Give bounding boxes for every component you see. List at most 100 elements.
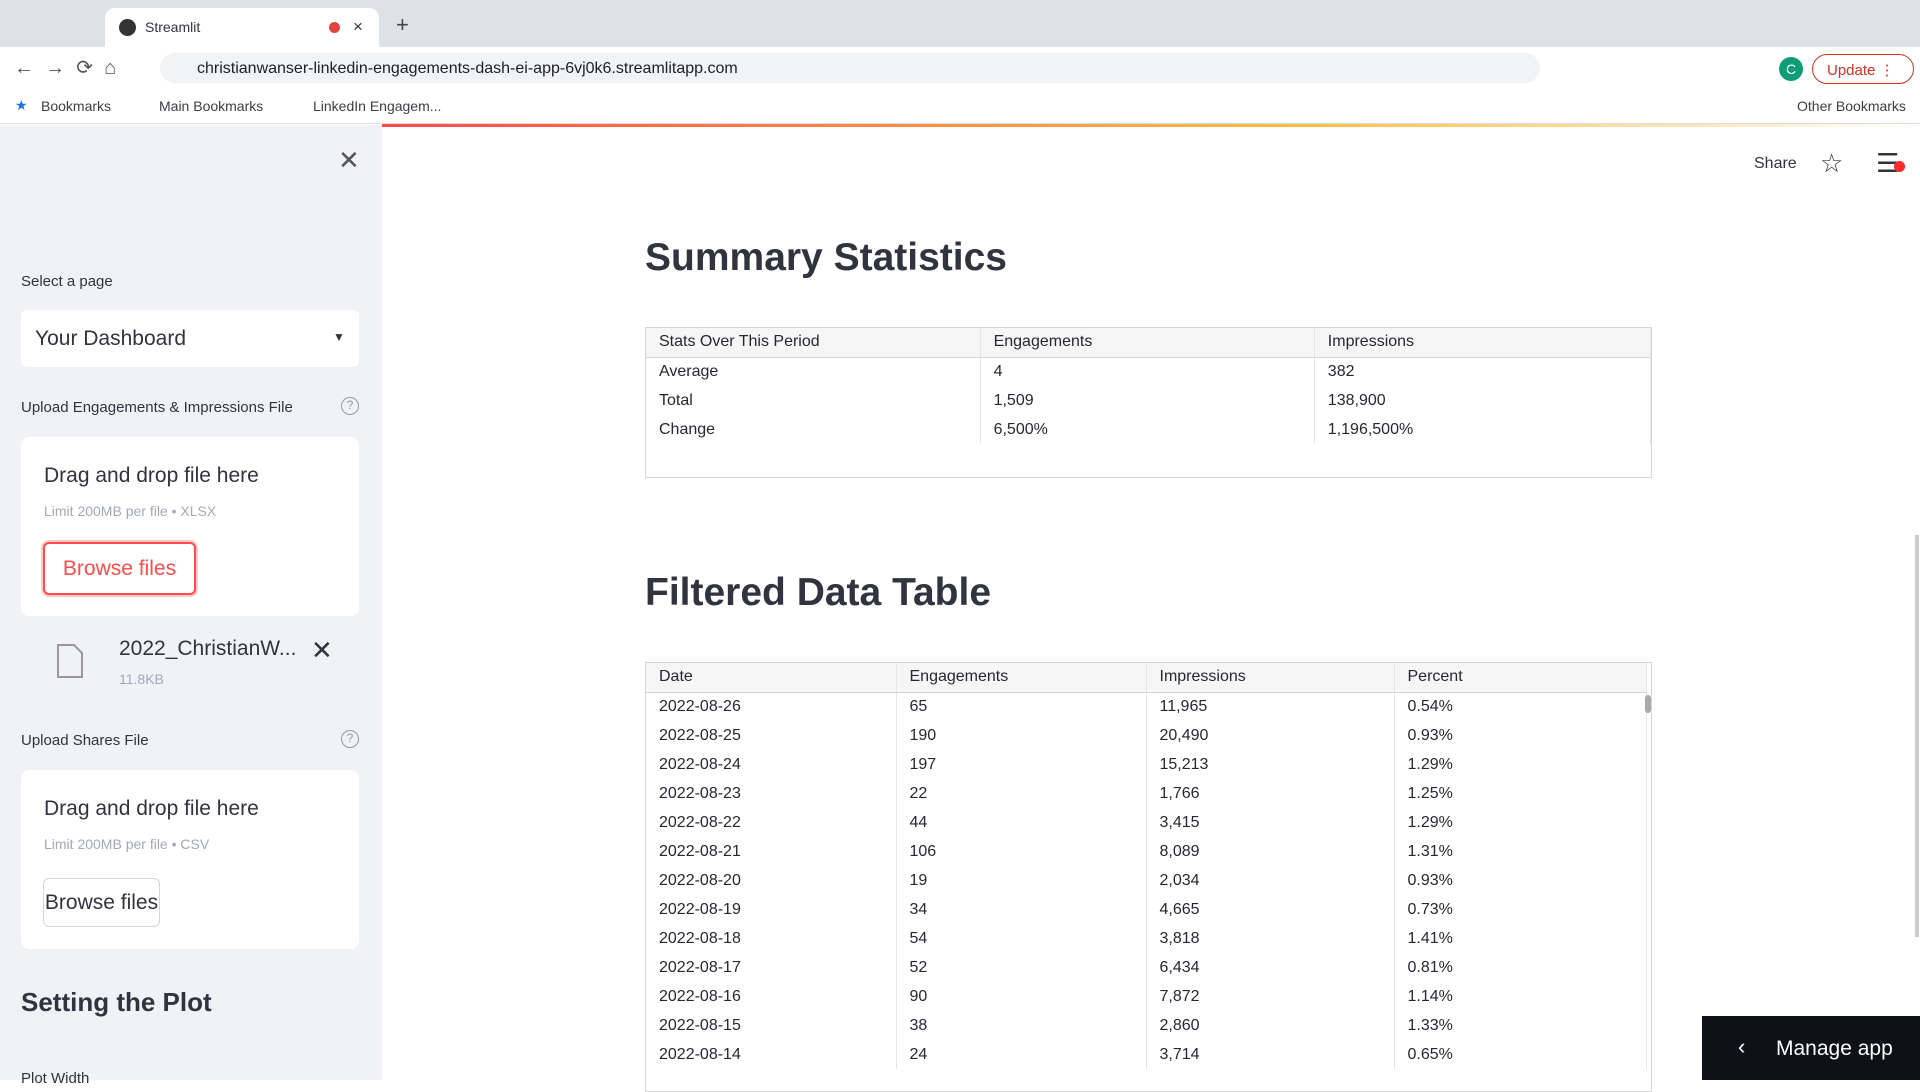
table-cell: 8,089 bbox=[1146, 837, 1395, 866]
table-cell: 7,872 bbox=[1146, 982, 1395, 1011]
table-cell: 15,213 bbox=[1146, 750, 1395, 779]
table-cell: 22 bbox=[896, 779, 1147, 808]
address-bar[interactable]: christianwanser-linkedin-engagements-das… bbox=[160, 53, 1540, 83]
field-label: Plot Width bbox=[21, 1070, 90, 1087]
help-icon[interactable]: ? bbox=[341, 730, 359, 748]
column-header: Engagements bbox=[896, 663, 1147, 693]
column-header: Impressions bbox=[1146, 663, 1395, 693]
table-row: 2022-08-15 38 2,860 1.33% bbox=[646, 1011, 1647, 1040]
chevron: ‹ bbox=[1738, 1034, 1746, 1059]
table-row: 2022-08-25 190 20,490 0.93% bbox=[646, 721, 1647, 750]
table-cell: 24 bbox=[896, 1040, 1147, 1069]
data-table: Date Engagements Impressions Percent 2022-08… bbox=[645, 662, 1652, 1092]
table-cell: Total bbox=[646, 386, 981, 415]
table-cell: 3,714 bbox=[1146, 1040, 1395, 1069]
table-row: Average 4 382 bbox=[646, 357, 1651, 386]
table-cell: 2022-08-24 bbox=[646, 750, 897, 779]
bookmark[interactable]: Main Bookmarks bbox=[159, 98, 264, 114]
table-cell: 1,509 bbox=[980, 386, 1315, 415]
select-value: Your Dashboard bbox=[35, 327, 186, 350]
file-icon bbox=[57, 644, 83, 678]
table-cell: 19 bbox=[896, 866, 1147, 895]
table-cell: 1.29% bbox=[1394, 808, 1647, 837]
help-icon[interactable]: ? bbox=[341, 397, 359, 415]
browse-button[interactable]: Browse files bbox=[43, 878, 160, 927]
limit-text: Limit 200MB per file • CSV bbox=[44, 836, 210, 852]
table-cell: 0.65% bbox=[1394, 1040, 1647, 1069]
update-label: Update bbox=[1827, 62, 1876, 79]
select-label: Select a page bbox=[21, 273, 113, 290]
remove-file[interactable]: ✕ bbox=[311, 635, 333, 665]
header-row: Stats Over This Period Engagements Impress… bbox=[646, 328, 1651, 358]
table-cell: Change bbox=[646, 415, 981, 444]
table-cell: 90 bbox=[896, 982, 1147, 1011]
sidebar: ✕ Select a page Your Dashboard ▼ Upload … bbox=[0, 125, 382, 1087]
avatar[interactable]: C bbox=[1779, 57, 1803, 81]
table-cell: 2,860 bbox=[1146, 1011, 1395, 1040]
table-cell: 1.14% bbox=[1394, 982, 1647, 1011]
tab-title: Streamlit bbox=[145, 19, 201, 35]
file-size: 11.8KB bbox=[119, 671, 164, 687]
table-cell: 54 bbox=[896, 924, 1147, 953]
table-cell: 1.29% bbox=[1394, 750, 1647, 779]
menu-button[interactable]: ☰ bbox=[1876, 148, 1900, 178]
table-cell: 52 bbox=[896, 953, 1147, 982]
table-cell: 2022-08-15 bbox=[646, 1011, 897, 1040]
table-cell: 0.81% bbox=[1394, 953, 1647, 982]
manage-app-label: Manage app bbox=[1776, 1037, 1893, 1060]
tab-close[interactable]: × bbox=[353, 17, 363, 36]
close-sidebar[interactable]: ✕ bbox=[338, 145, 360, 175]
dropzone[interactable]: Drag and drop file here Limit 200MB per … bbox=[21, 770, 359, 949]
browser-tab[interactable]: Streamlit × bbox=[105, 8, 379, 47]
share[interactable]: Share bbox=[1754, 155, 1797, 172]
table-cell: 2,034 bbox=[1146, 866, 1395, 895]
table-cell: 2022-08-16 bbox=[646, 982, 897, 1011]
table-cell: 65 bbox=[896, 692, 1147, 721]
new-tab[interactable]: + bbox=[396, 12, 409, 37]
table-row: 2022-08-16 90 7,872 1.14% bbox=[646, 982, 1647, 1011]
manage-app[interactable]: ‹ Manage app bbox=[1702, 1016, 1920, 1080]
table-row: 2022-08-21 106 8,089 1.31% bbox=[646, 837, 1647, 866]
table-scrollbar bbox=[1645, 695, 1651, 713]
nav-buttons[interactable]: ← → ⟳ ⌂ bbox=[14, 57, 117, 79]
update-button[interactable]: Update ⋮ bbox=[1812, 54, 1914, 84]
table-cell: 44 bbox=[896, 808, 1147, 837]
star: ★ bbox=[15, 97, 28, 113]
bookmark[interactable]: LinkedIn Engagem... bbox=[313, 98, 442, 114]
table-cell: 38 bbox=[896, 1011, 1147, 1040]
table-cell: 0.73% bbox=[1394, 895, 1647, 924]
star-button[interactable]: ☆ bbox=[1820, 148, 1844, 178]
table-cell: 1,766 bbox=[1146, 779, 1395, 808]
upload-label: Upload Engagements & Impressions File bbox=[21, 399, 293, 416]
top-decoration bbox=[382, 124, 1920, 127]
table-cell: 1.41% bbox=[1394, 924, 1647, 953]
recording-dot bbox=[329, 22, 340, 33]
header-row: Date Engagements Impressions Percent bbox=[646, 663, 1647, 693]
column-header: Stats Over This Period bbox=[646, 328, 981, 358]
table-row: 2022-08-14 24 3,714 0.65% bbox=[646, 1040, 1647, 1069]
table-cell: 3,818 bbox=[1146, 924, 1395, 953]
dropdown-arrow: ▼ bbox=[333, 330, 345, 344]
table-cell: 11,965 bbox=[1146, 692, 1395, 721]
dropzone[interactable]: Drag and drop file here Limit 200MB per … bbox=[21, 437, 359, 616]
table-cell: 2022-08-26 bbox=[646, 692, 897, 721]
table-cell: 190 bbox=[896, 721, 1147, 750]
table-cell: 0.54% bbox=[1394, 692, 1647, 721]
select-box[interactable]: Your Dashboard ▼ bbox=[21, 310, 359, 367]
table-cell: 2022-08-17 bbox=[646, 953, 897, 982]
table-cell: 2022-08-25 bbox=[646, 721, 897, 750]
table-cell: 2022-08-22 bbox=[646, 808, 897, 837]
table-cell: 0.93% bbox=[1394, 866, 1647, 895]
table-cell: 2022-08-23 bbox=[646, 779, 897, 808]
table-cell: 34 bbox=[896, 895, 1147, 924]
table-cell: 6,434 bbox=[1146, 953, 1395, 982]
table-row: 2022-08-23 22 1,766 1.25% bbox=[646, 779, 1647, 808]
other-bookmarks[interactable]: Other Bookmarks bbox=[1797, 98, 1906, 114]
table-row: 2022-08-19 34 4,665 0.73% bbox=[646, 895, 1647, 924]
section-title: Filtered Data Table bbox=[645, 571, 992, 614]
browse-button[interactable]: Browse files bbox=[43, 542, 196, 595]
bookmark[interactable]: Bookmarks bbox=[41, 98, 112, 114]
table-cell: 1.31% bbox=[1394, 837, 1647, 866]
section-heading: Setting the Plot bbox=[21, 987, 212, 1017]
table-cell: 1,196,500% bbox=[1314, 415, 1651, 444]
